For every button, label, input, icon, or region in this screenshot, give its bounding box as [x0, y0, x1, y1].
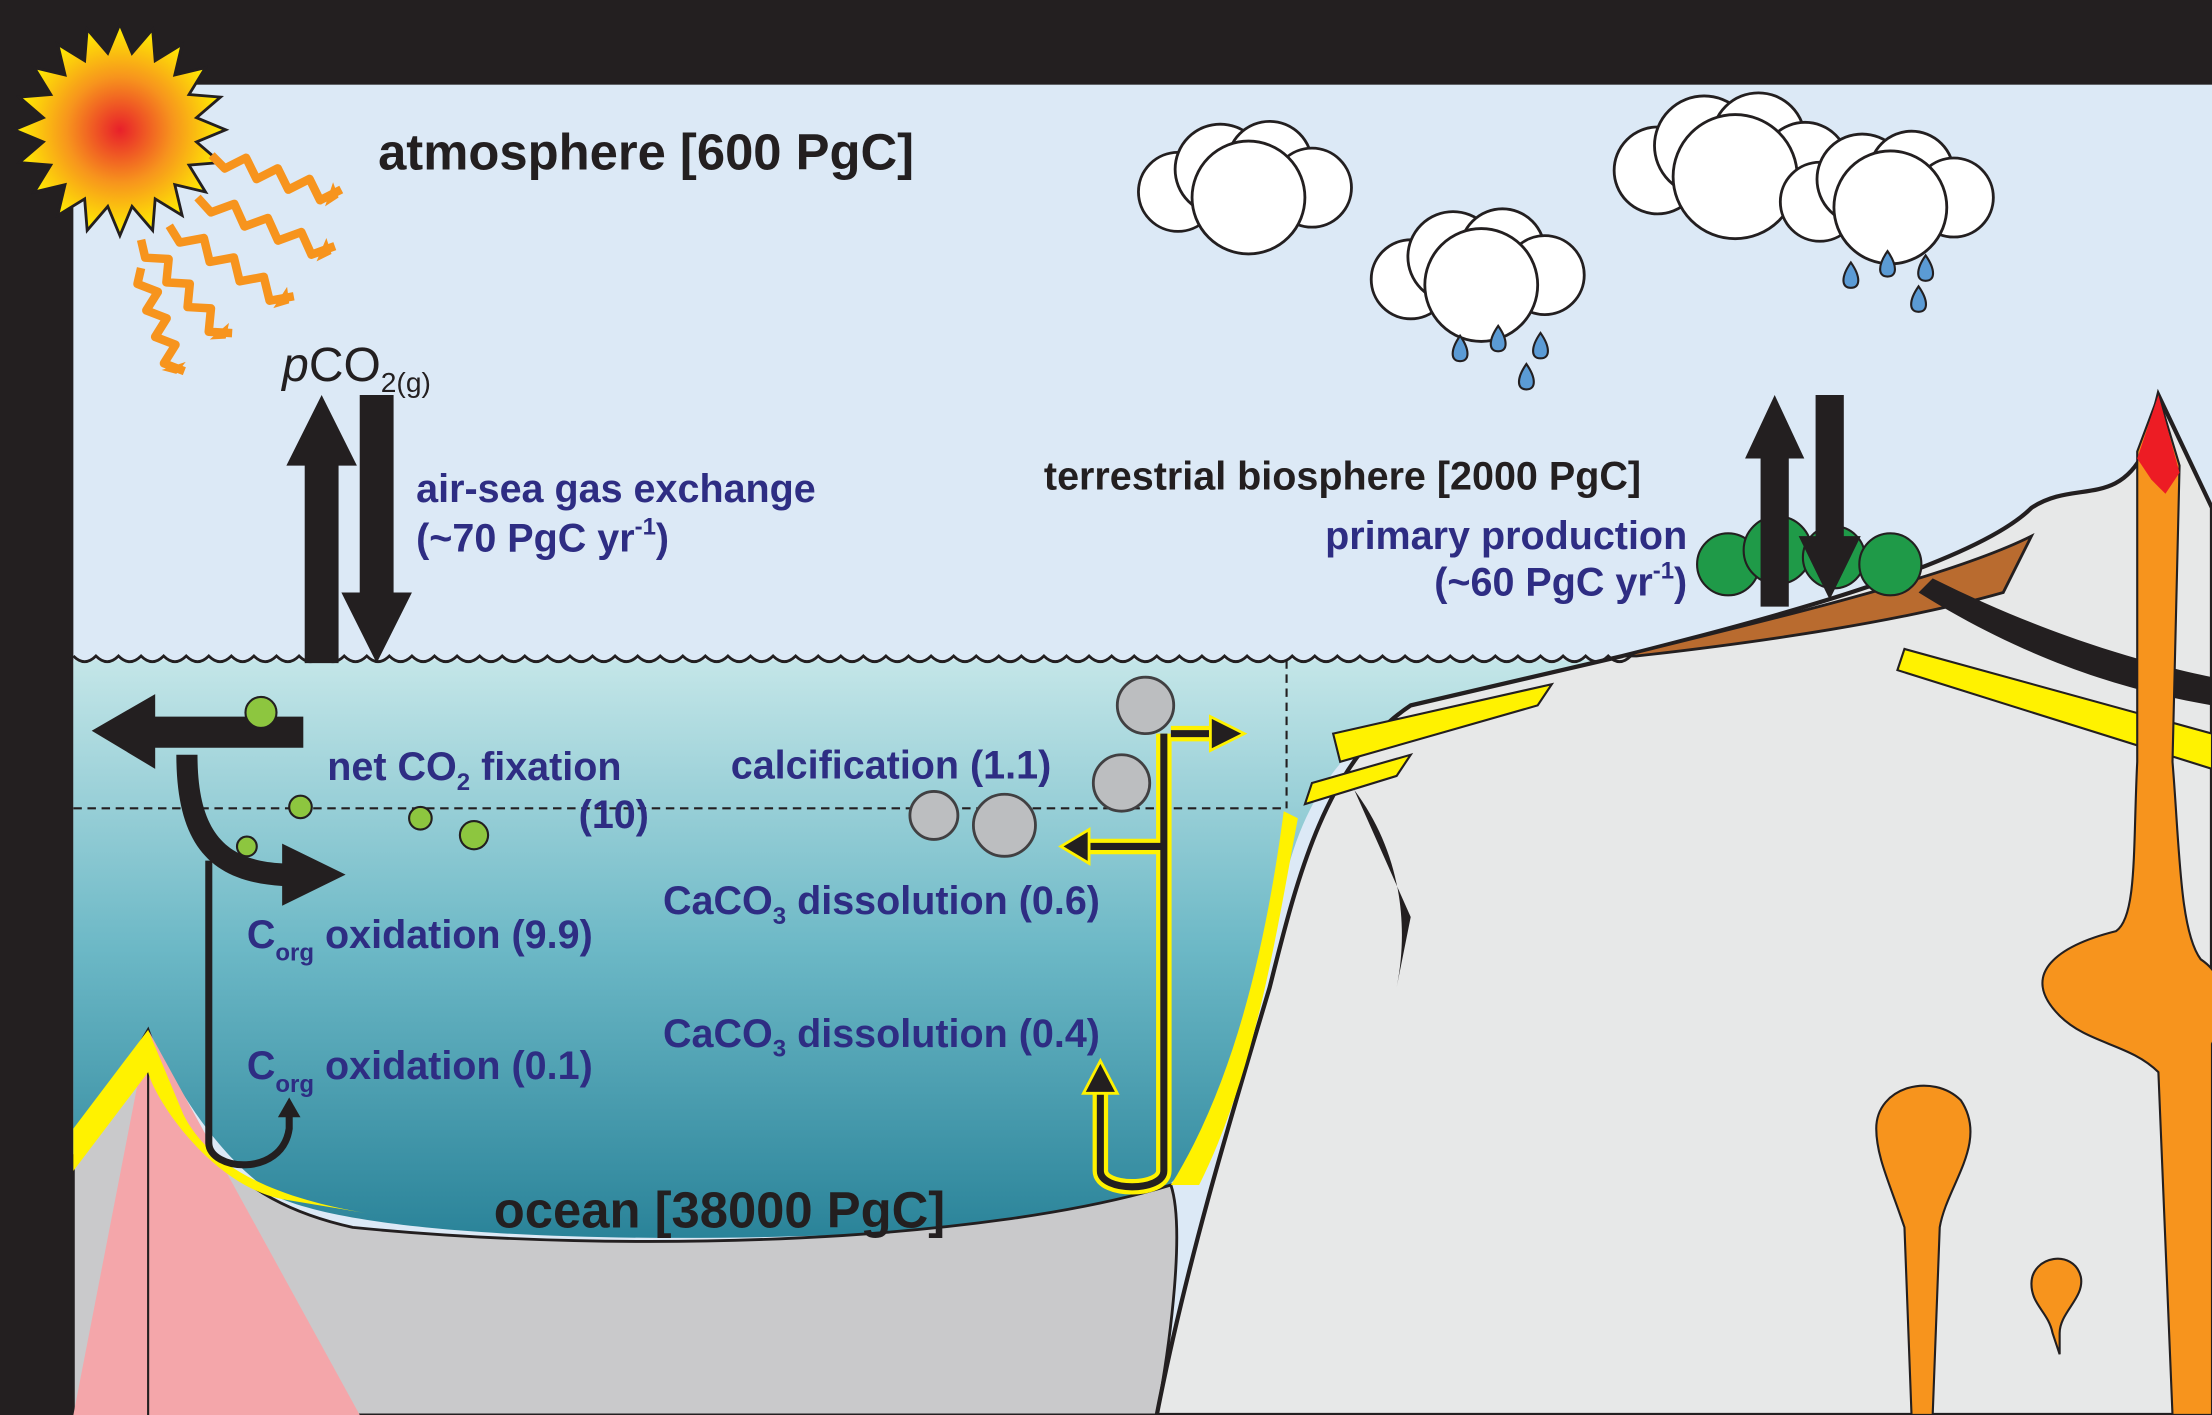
- terrestrial-label: terrestrial biosphere [2000 PgC]: [1044, 455, 1641, 499]
- diagram: atmosphere [600 PgC] ocean [38000 PgC] t…: [0, 0, 2212, 1415]
- atmosphere-label: atmosphere [600 PgC]: [378, 123, 914, 180]
- dissolution-upper: CaCO3 dissolution (0.6): [663, 879, 1100, 930]
- calcification-label: calcification (1.1): [731, 744, 1052, 788]
- cloud: [1673, 115, 1797, 239]
- primary-title: primary production: [1325, 514, 1687, 558]
- cloud: [1834, 151, 1947, 264]
- page: {"atmosphere": "atmosphere [600 PgC]", "…: [0, 0, 2212, 1415]
- cloud: [1425, 229, 1538, 342]
- fixation-value: (10): [579, 793, 649, 837]
- dissolution-lower: CaCO3 dissolution (0.4): [663, 1012, 1100, 1063]
- ocean-label: ocean [38000 PgC]: [494, 1181, 945, 1238]
- cloud: [1192, 141, 1305, 254]
- air-sea-flux: (~70 PgC yr-1): [416, 514, 669, 561]
- fixation-label: net CO2 fixation: [327, 745, 621, 796]
- air-sea-title: air-sea gas exchange: [416, 467, 816, 511]
- primary-flux: (~60 PgC yr-1): [1434, 557, 1687, 604]
